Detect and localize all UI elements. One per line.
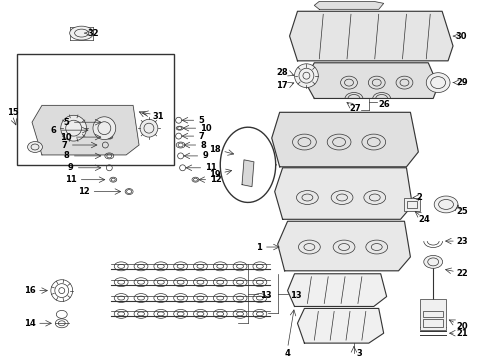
Text: 13: 13 — [290, 291, 301, 300]
Text: 9: 9 — [202, 152, 208, 161]
Polygon shape — [297, 309, 384, 343]
Text: 5: 5 — [64, 118, 70, 127]
Text: 26: 26 — [379, 100, 391, 109]
Text: 15: 15 — [7, 108, 19, 117]
Text: 29: 29 — [456, 78, 467, 87]
Text: 25: 25 — [456, 207, 468, 216]
Text: 17: 17 — [276, 81, 288, 90]
Text: 12: 12 — [78, 187, 90, 196]
Text: 1: 1 — [256, 243, 262, 252]
Text: 16: 16 — [24, 286, 36, 295]
Text: 11: 11 — [65, 175, 76, 184]
Text: 31: 31 — [153, 112, 165, 121]
Polygon shape — [290, 11, 453, 61]
Bar — [423, 311, 443, 318]
Text: 10: 10 — [60, 132, 72, 141]
Text: 14: 14 — [24, 319, 36, 328]
Ellipse shape — [434, 196, 458, 213]
Text: 23: 23 — [456, 237, 467, 246]
Polygon shape — [278, 221, 411, 271]
Ellipse shape — [27, 141, 43, 152]
Text: 30: 30 — [456, 32, 467, 41]
Text: 12: 12 — [210, 175, 222, 184]
Ellipse shape — [426, 73, 450, 93]
Bar — [423, 319, 443, 327]
Text: 5: 5 — [198, 116, 204, 125]
Polygon shape — [272, 112, 418, 167]
Text: 20: 20 — [456, 322, 467, 331]
Text: 9: 9 — [68, 163, 73, 172]
Ellipse shape — [140, 119, 158, 137]
Text: 11: 11 — [205, 163, 217, 172]
Text: 7: 7 — [198, 132, 204, 141]
Text: 21: 21 — [456, 329, 468, 338]
Polygon shape — [288, 274, 387, 306]
Text: 18: 18 — [209, 145, 220, 154]
Ellipse shape — [424, 256, 442, 268]
Bar — [408, 202, 417, 208]
Bar — [404, 198, 420, 211]
Text: 2: 2 — [416, 193, 422, 202]
Text: 24: 24 — [418, 215, 430, 224]
Polygon shape — [275, 168, 413, 219]
Bar — [17, 54, 173, 165]
Text: 13: 13 — [260, 291, 271, 300]
Text: 32: 32 — [88, 28, 99, 37]
Text: 8: 8 — [64, 152, 70, 161]
Text: 28: 28 — [276, 68, 288, 77]
Text: 4: 4 — [285, 348, 291, 357]
Polygon shape — [304, 63, 438, 98]
Ellipse shape — [294, 64, 319, 87]
Text: 7: 7 — [62, 140, 68, 149]
Text: 27: 27 — [349, 104, 361, 113]
Polygon shape — [242, 160, 254, 186]
Text: 3: 3 — [357, 348, 363, 357]
Text: 22: 22 — [456, 269, 468, 278]
Text: 6: 6 — [51, 126, 57, 135]
Bar — [420, 298, 446, 330]
Ellipse shape — [70, 26, 94, 40]
Ellipse shape — [61, 115, 87, 141]
Polygon shape — [314, 1, 384, 9]
Ellipse shape — [93, 117, 116, 140]
Text: 10: 10 — [200, 124, 212, 133]
Text: 19: 19 — [209, 170, 220, 179]
Text: 8: 8 — [200, 140, 206, 149]
Polygon shape — [32, 105, 139, 155]
